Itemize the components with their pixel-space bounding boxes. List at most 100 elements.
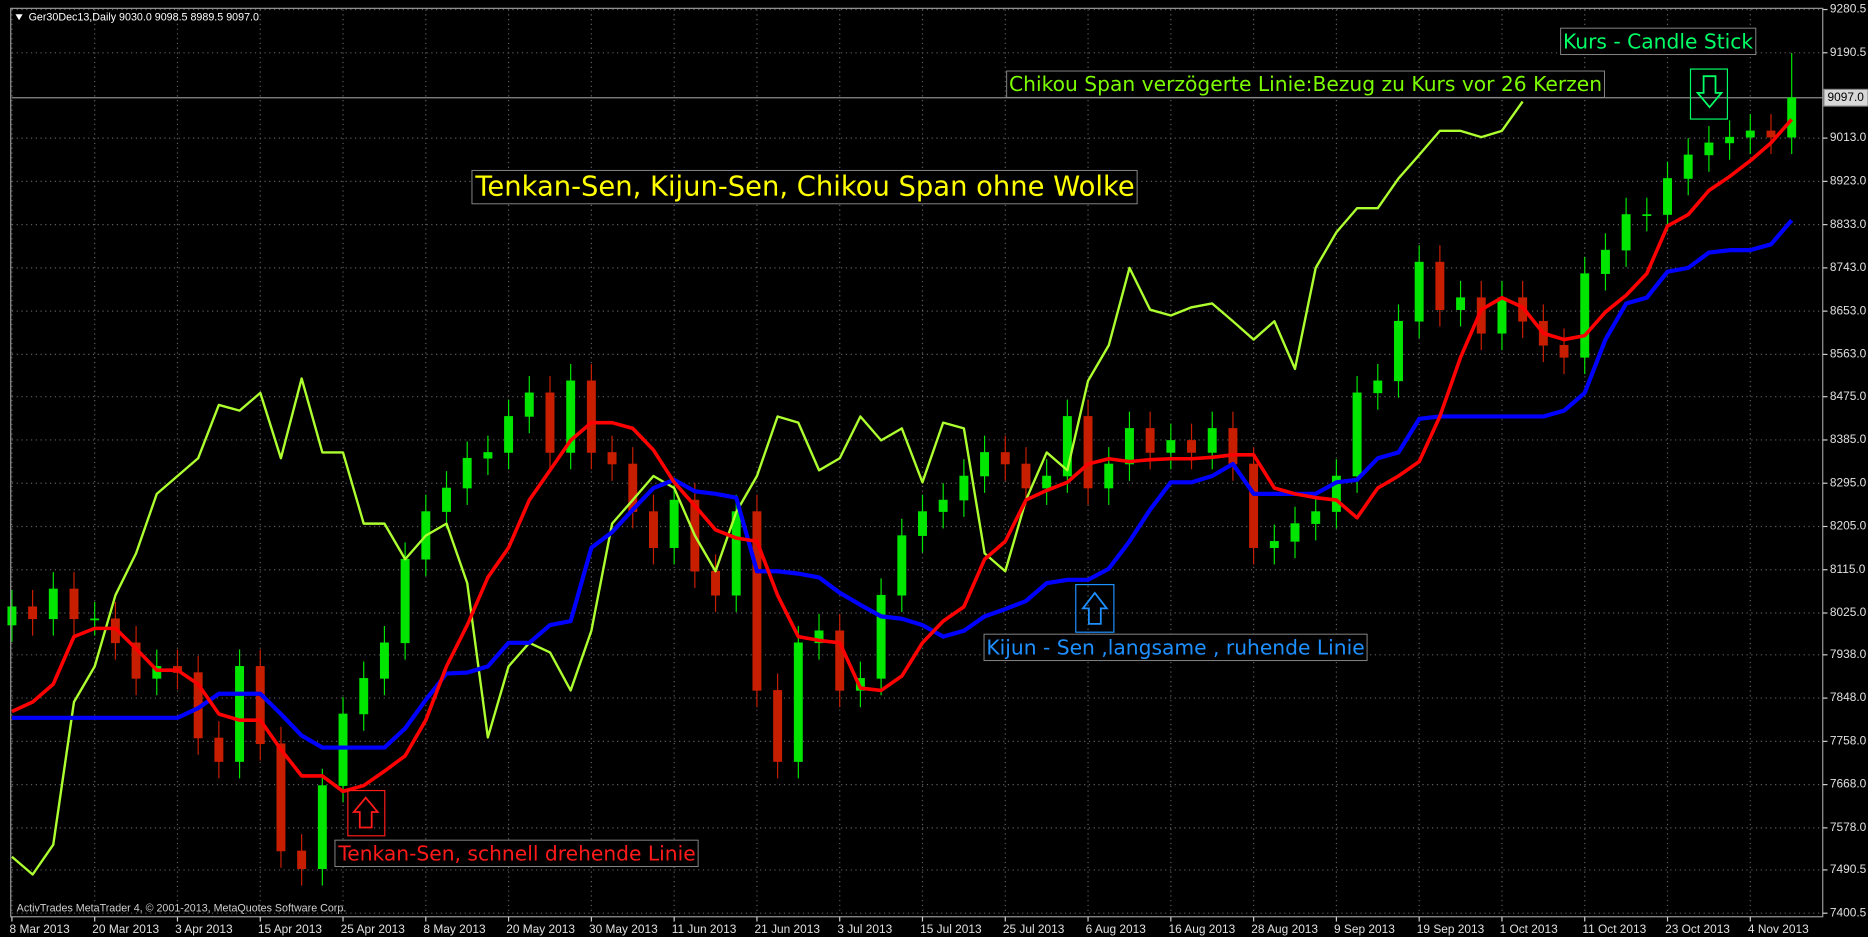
candle-body — [1559, 344, 1569, 358]
x-tick-label: 11 Jun 2013 — [672, 922, 737, 936]
annotation: Kurs - Candle Stick — [1563, 29, 1753, 53]
x-tick-label: 19 Sep 2013 — [1417, 922, 1485, 936]
annotation: Tenkan-Sen, Kijun-Sen, Chikou Span ohne … — [474, 172, 1134, 203]
candle-body — [131, 642, 141, 679]
y-tick-label: 9013.0 — [1830, 130, 1867, 144]
x-tick-label: 6 Aug 2013 — [1086, 922, 1147, 936]
annotation: Tenkan-Sen, schnell drehende Linie — [337, 841, 695, 865]
annotation-box — [983, 633, 1368, 662]
candle-body — [1104, 463, 1114, 489]
candle-body — [297, 850, 307, 870]
candle-body — [442, 487, 451, 512]
candle-body — [1290, 523, 1300, 542]
annotation-box — [1006, 70, 1605, 98]
x-tick-label: 28 Aug 2013 — [1251, 922, 1318, 936]
candle-body — [524, 392, 534, 417]
candle-body — [379, 642, 389, 679]
y-tick-label: 8833.0 — [1830, 217, 1867, 231]
candle-body — [152, 666, 162, 679]
candle-body — [1394, 320, 1403, 382]
candle-body — [1414, 261, 1424, 322]
candle-body — [1766, 130, 1776, 138]
grid — [11, 8, 1823, 914]
footer: ActivTrades MetaTrader 4, © 2001-2013, M… — [17, 902, 347, 914]
x-tick-label: 15 Apr 2013 — [258, 922, 323, 936]
candle-body — [1725, 136, 1735, 144]
y-tick-label: 7848.0 — [1830, 690, 1867, 704]
candle-body — [1663, 178, 1672, 215]
y-tick-label: 7938.0 — [1830, 647, 1867, 661]
y-tick-label: 7668.0 — [1830, 777, 1867, 791]
axes: 9280.5 9190.5 9013.0 8923.0 8833.0 8743.0 8653… — [10, 2, 1868, 936]
candle-body — [504, 416, 514, 453]
y-tick-label: 7578.0 — [1830, 820, 1867, 834]
candle-body — [214, 737, 224, 762]
candle-body — [235, 666, 245, 762]
y-tick-label: 7400.5 — [1830, 905, 1867, 919]
menu-triangle[interactable] — [15, 14, 23, 21]
indicator-line — [11, 118, 1793, 794]
x-tick-label: 3 Apr 2013 — [175, 922, 233, 936]
candle-body — [1062, 416, 1072, 477]
candle-body — [1228, 428, 1238, 465]
candle-body — [1311, 511, 1321, 524]
annotations: Kurs - Candle Stick Chikou Span verzöger… — [334, 27, 1757, 868]
candle-body — [400, 558, 410, 644]
candle-body — [1642, 214, 1652, 217]
candle-body — [1166, 440, 1176, 453]
candle-body — [835, 630, 845, 691]
candle-body — [338, 713, 348, 786]
y-tick-label: 9190.5 — [1830, 45, 1867, 59]
annotation-box — [1560, 27, 1757, 56]
candle-body — [462, 457, 472, 489]
candle-body — [938, 499, 948, 512]
candle-body — [876, 594, 886, 679]
x-tick-label: 11 Oct 2013 — [1582, 922, 1646, 936]
y-tick-label: 8563.0 — [1830, 347, 1867, 361]
y-tick-label: 8475.0 — [1830, 389, 1867, 403]
x-tick-label: 25 Jul 2013 — [1003, 922, 1065, 936]
indicator-line — [11, 100, 1524, 876]
x-tick-label: 16 Aug 2013 — [1168, 922, 1235, 936]
indicator-line — [11, 218, 1794, 750]
candle-body — [586, 380, 596, 453]
candle-body — [607, 452, 617, 465]
candle-body — [1787, 97, 1797, 138]
candle-body — [669, 499, 679, 548]
candle-body — [1124, 428, 1134, 465]
x-tick-label: 25 Apr 2013 — [341, 922, 406, 936]
candle-body — [90, 618, 100, 621]
annotation: Chikou Span verzögerte Linie:Bezug zu Ku… — [1009, 72, 1602, 96]
y-tick-label: 8025.0 — [1830, 605, 1867, 619]
candle-body — [28, 606, 38, 620]
candle-body — [1352, 392, 1362, 477]
y-tick-label: 8743.0 — [1830, 260, 1867, 274]
candle-body — [1683, 154, 1693, 179]
candle-body — [7, 606, 17, 626]
candle-body — [1600, 249, 1610, 274]
y-tick-label: 8295.0 — [1830, 475, 1867, 489]
candle-body — [1042, 475, 1052, 489]
candle-body — [1373, 380, 1383, 394]
candle-body — [276, 743, 286, 852]
candle-body — [1249, 463, 1259, 548]
arrow-marker — [347, 789, 386, 837]
y-tick-label: 8385.0 — [1830, 432, 1867, 446]
x-tick-label: 30 May 2013 — [589, 922, 658, 936]
candle-body — [1580, 273, 1590, 358]
x-tick-label: 1 Oct 2013 — [1500, 922, 1559, 936]
annotation-box — [334, 839, 699, 868]
candle-body — [1497, 297, 1507, 334]
candle-body — [545, 392, 555, 453]
annotation: Kijun - Sen ,langsame , ruhende Linie — [986, 635, 1364, 659]
candle-body — [566, 380, 576, 453]
x-tick-label: 3 Jul 2013 — [837, 922, 892, 936]
candle-body — [959, 475, 969, 501]
annotation-box — [471, 169, 1138, 205]
candle-body — [1269, 541, 1279, 548]
candle-body — [711, 570, 721, 596]
candle-body — [69, 588, 79, 620]
candle-body — [1000, 452, 1010, 465]
x-tick-label: 8 May 2013 — [423, 922, 486, 936]
